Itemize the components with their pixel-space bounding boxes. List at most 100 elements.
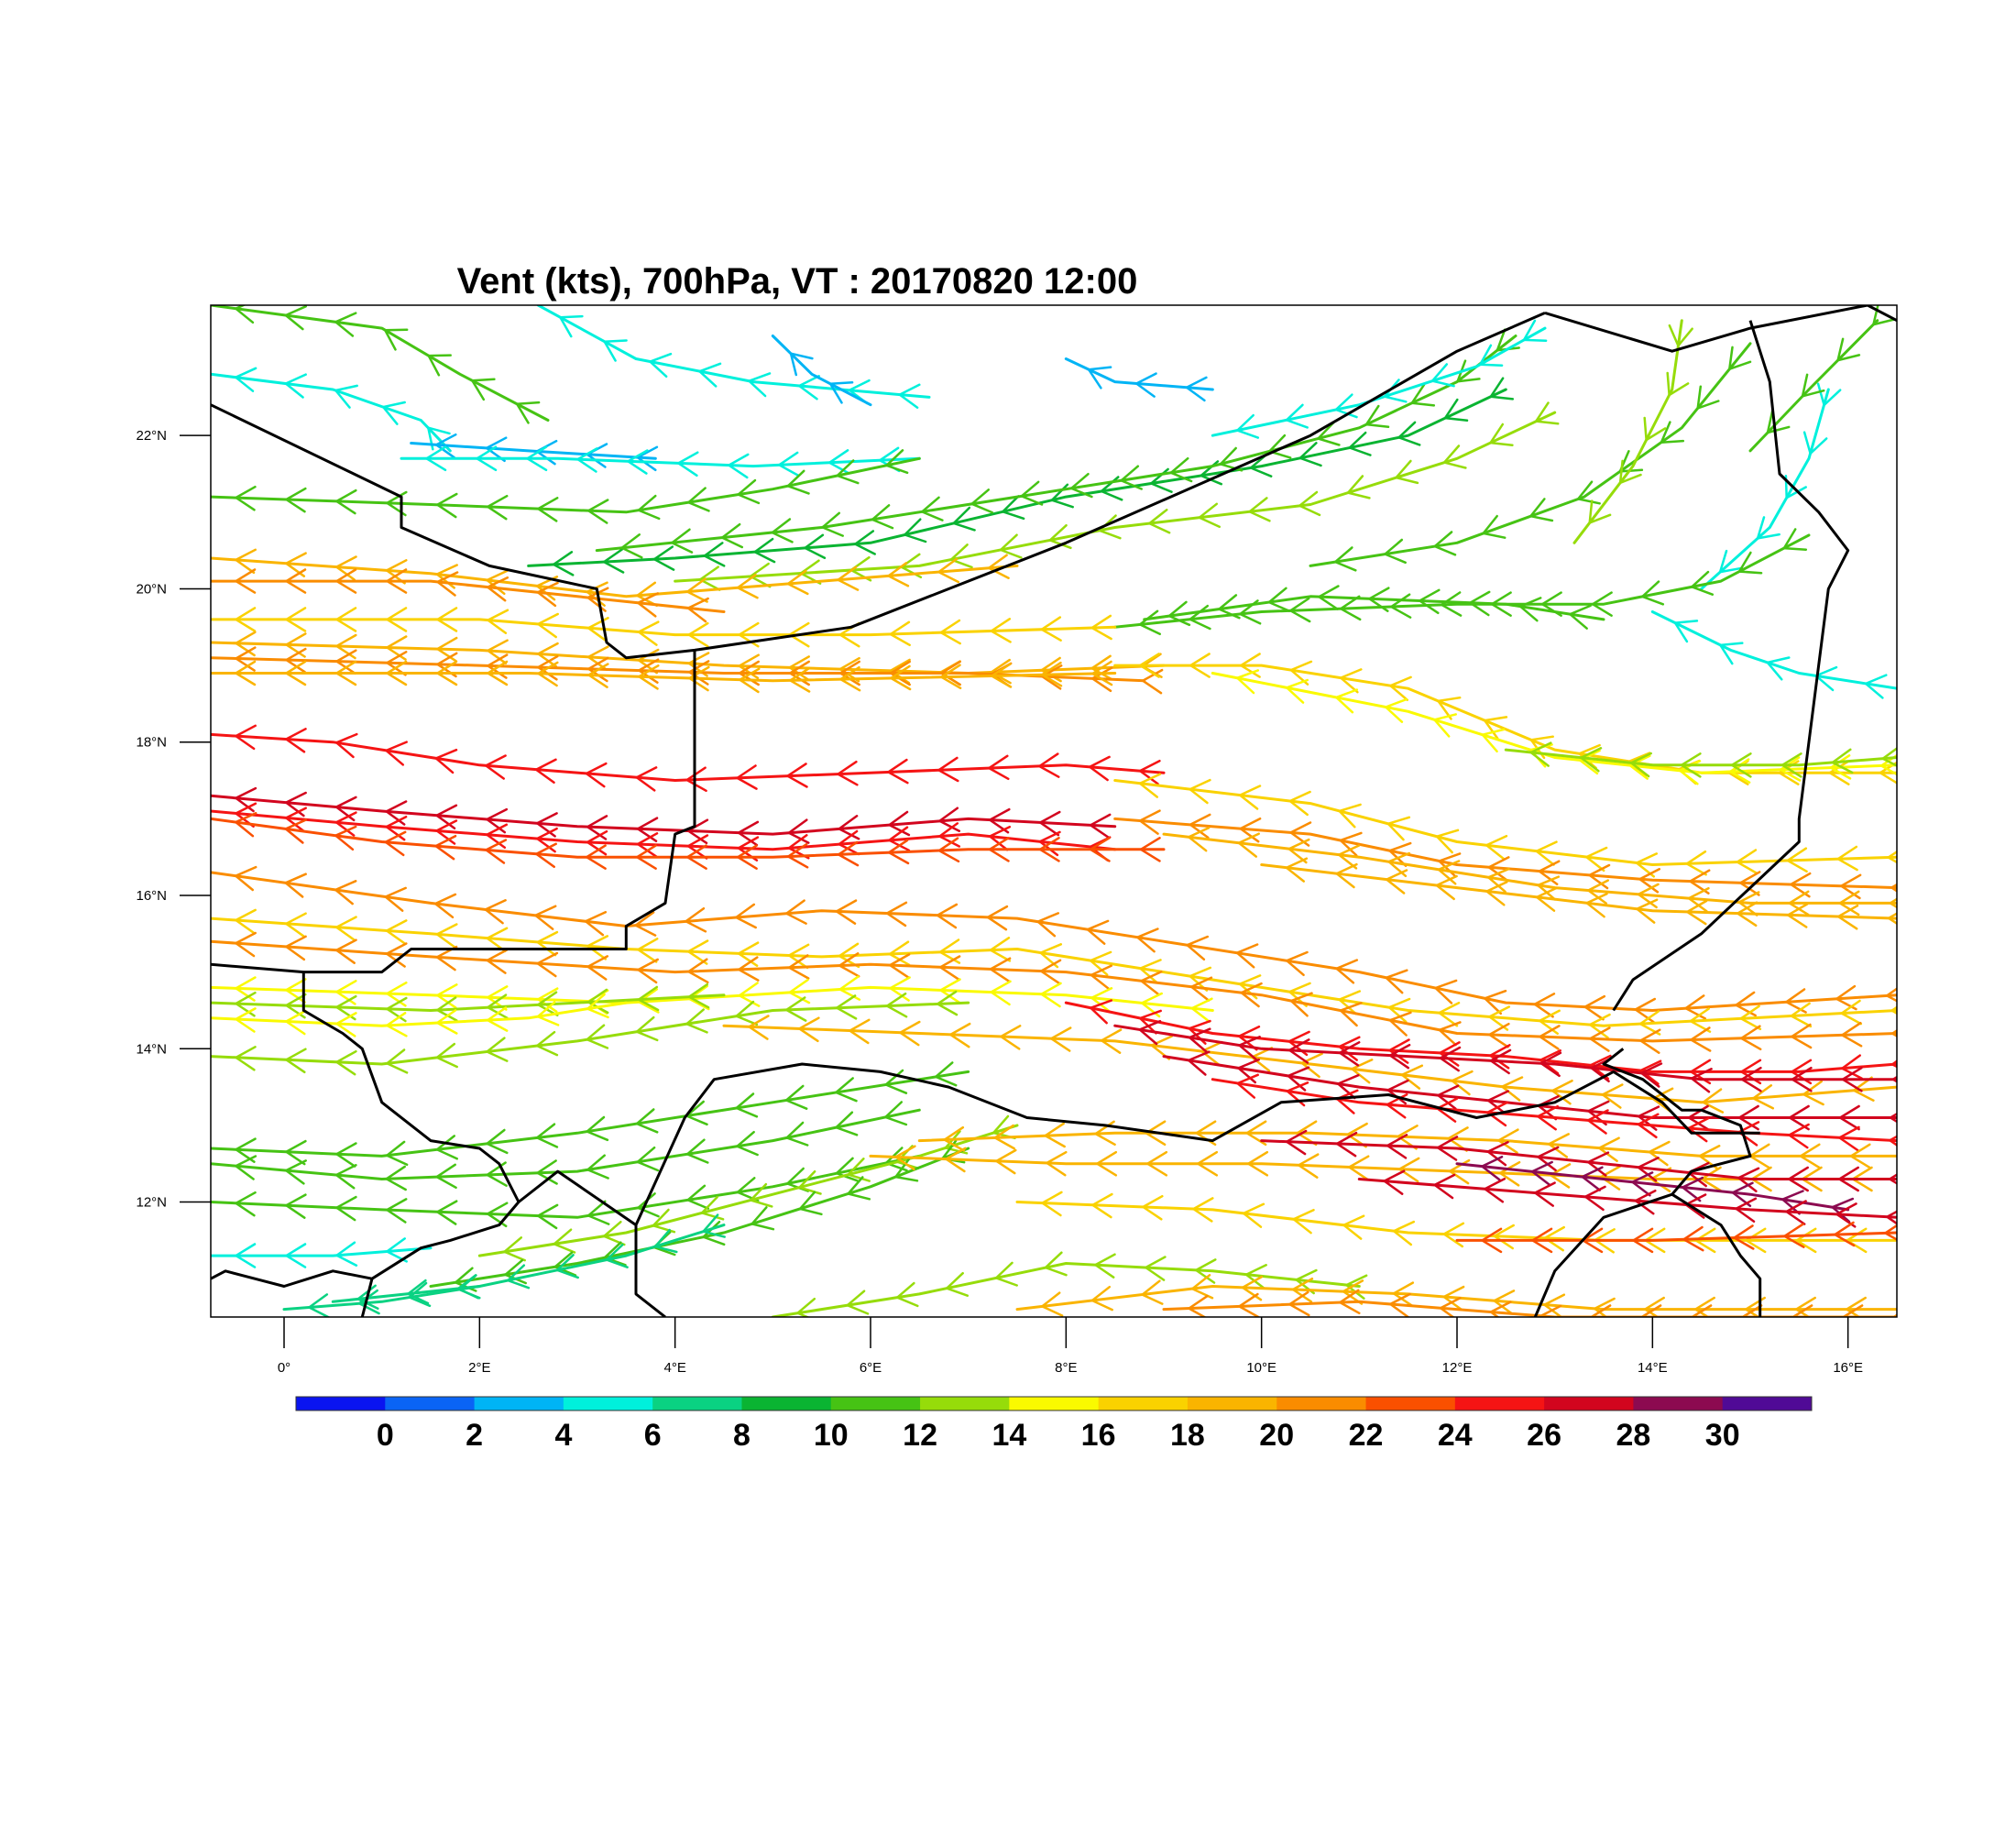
streamline-arrowhead bbox=[534, 758, 557, 785]
streamline-arrowhead bbox=[736, 844, 758, 870]
streamline-arrowhead bbox=[1039, 959, 1062, 985]
country-border-line bbox=[634, 1062, 1760, 1226]
streamline-arrowhead bbox=[1442, 1222, 1465, 1248]
streamline-arrowhead bbox=[1186, 935, 1210, 961]
streamline-arrowhead bbox=[1287, 838, 1310, 864]
streamline-arrowhead bbox=[989, 937, 1012, 962]
streamline-arrowhead bbox=[1691, 570, 1715, 596]
streamline-arrowhead bbox=[1660, 421, 1685, 444]
streamline-arrowhead bbox=[1481, 1227, 1503, 1254]
streamline-arrowhead bbox=[1578, 743, 1601, 770]
streamline-arrowhead bbox=[1150, 1035, 1173, 1060]
streamline-arrowhead bbox=[1531, 1227, 1553, 1254]
streamline-arrowhead bbox=[1497, 1128, 1519, 1154]
streamline-arrowhead bbox=[788, 655, 810, 681]
streamline-arrowhead bbox=[839, 665, 861, 692]
streamline-arrowhead bbox=[821, 511, 844, 537]
streamline-arrowhead bbox=[1591, 591, 1613, 617]
streamline-arrowhead bbox=[798, 1191, 823, 1216]
streamline-arrowhead bbox=[1635, 852, 1659, 878]
streamline-arrowhead bbox=[335, 1195, 357, 1222]
streamline-arrowhead bbox=[1601, 1083, 1624, 1109]
streamline-arrowhead bbox=[1631, 1171, 1654, 1197]
lon-tick-label: 14°E bbox=[1638, 1360, 1668, 1376]
streamline-arrowhead bbox=[1036, 912, 1060, 938]
streamline-arrowhead bbox=[1333, 546, 1357, 572]
streamline-arrowhead bbox=[649, 352, 673, 379]
streamline-arrowhead bbox=[990, 980, 1012, 1006]
streamline-arrowhead bbox=[285, 1243, 307, 1268]
colorbar-label: 26 bbox=[1527, 1418, 1561, 1453]
streamline-arrowhead bbox=[1639, 1028, 1661, 1054]
streamline-arrowhead bbox=[1194, 1258, 1217, 1284]
streamline-arrowhead bbox=[1268, 434, 1292, 459]
streamline-arrowhead bbox=[884, 1147, 908, 1172]
streamline-arrowhead bbox=[1891, 1075, 1897, 1083]
streamline-arrowhead bbox=[1580, 747, 1603, 773]
colorbar-swatch bbox=[474, 1397, 564, 1410]
streamline-arrowhead bbox=[677, 451, 699, 477]
streamline-arrowhead bbox=[737, 478, 761, 505]
streamline-arrowhead bbox=[334, 916, 357, 941]
streamline-arrowhead bbox=[838, 656, 860, 683]
streamline-arrowhead bbox=[687, 958, 709, 984]
streamline-arrowhead bbox=[386, 1140, 409, 1167]
streamline-arrowhead bbox=[837, 840, 860, 867]
streamline-arrowhead bbox=[335, 1049, 357, 1076]
streamline bbox=[211, 660, 1117, 694]
streamline-arrowhead bbox=[949, 1022, 971, 1048]
streamline-arrowhead bbox=[738, 956, 760, 982]
streamline-arrowhead bbox=[1828, 760, 1850, 785]
streamline-arrowhead bbox=[1388, 1292, 1411, 1317]
streamline-arrowhead bbox=[720, 522, 744, 549]
streamline-arrowhead bbox=[1249, 452, 1273, 477]
streamline-arrowhead bbox=[1285, 1129, 1308, 1156]
country-border-line bbox=[1544, 305, 1897, 353]
streamline-arrowhead bbox=[1192, 1197, 1214, 1223]
streamline-arrowhead bbox=[384, 886, 407, 912]
streamline-arrowhead bbox=[688, 665, 710, 692]
streamline-arrowhead bbox=[1737, 551, 1763, 575]
streamline-arrowhead bbox=[828, 380, 854, 404]
streamline-arrowhead bbox=[1637, 1113, 1660, 1139]
streamline-arrowhead bbox=[1286, 950, 1309, 977]
streamline-arrowhead bbox=[1535, 886, 1559, 912]
streamline-arrowhead bbox=[1539, 1304, 1562, 1317]
streamline-arrowhead bbox=[1788, 1104, 1810, 1131]
streamline-arrowhead bbox=[486, 1128, 509, 1155]
colorbar-swatch bbox=[385, 1397, 476, 1410]
streamline-arrowhead bbox=[1535, 401, 1560, 425]
streamline-arrowhead bbox=[1339, 668, 1363, 694]
streamline-arrowhead bbox=[702, 1213, 726, 1238]
streamline-arrowhead bbox=[434, 834, 457, 861]
country-borders bbox=[211, 305, 1897, 1317]
streamline-arrowhead bbox=[486, 927, 509, 953]
streamline-arrowhead bbox=[1791, 1066, 1813, 1092]
streamline-arrowhead bbox=[1790, 1002, 1813, 1028]
streamline-arrowhead bbox=[433, 893, 457, 919]
streamline-arrowhead bbox=[871, 504, 894, 530]
streamline-arrowhead bbox=[1138, 809, 1161, 835]
streamline-arrowhead bbox=[1437, 1084, 1460, 1110]
streamline-arrowhead bbox=[1298, 490, 1321, 517]
streamline-arrowhead bbox=[750, 1182, 773, 1208]
streamline-arrowhead bbox=[994, 1261, 1018, 1287]
streamline-arrowhead bbox=[1145, 1256, 1167, 1281]
streamline-arrowhead bbox=[435, 1163, 457, 1190]
streamline-arrowhead bbox=[1482, 514, 1507, 539]
streamline bbox=[1113, 773, 1897, 878]
streamline-arrowhead bbox=[1640, 1062, 1663, 1088]
streamline-arrowhead bbox=[995, 1148, 1017, 1175]
streamline-arrowhead bbox=[1339, 1002, 1363, 1027]
colorbar-label: 30 bbox=[1705, 1418, 1740, 1453]
streamline-arrowhead bbox=[1136, 927, 1159, 953]
streamline-arrowhead bbox=[1237, 832, 1260, 858]
streamline-arrowhead bbox=[434, 748, 458, 774]
streamline-arrowhead bbox=[787, 943, 810, 970]
streamline-arrowhead bbox=[537, 642, 559, 668]
streamline-arrowhead bbox=[1550, 1079, 1573, 1105]
streamline-arrowhead bbox=[1486, 1140, 1509, 1167]
streamline-arrowhead bbox=[1518, 597, 1542, 622]
streamline-arrowhead bbox=[638, 664, 660, 690]
streamline-arrowhead bbox=[1736, 901, 1759, 927]
